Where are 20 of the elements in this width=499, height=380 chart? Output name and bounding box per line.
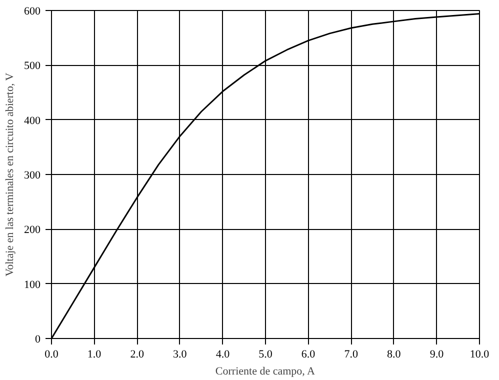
x-tick-label: 8.0 [387,348,402,360]
x-tick-label: 7.0 [344,348,358,360]
y-tick-label: 300 [24,170,41,182]
x-tick-label: 3.0 [173,348,188,360]
x-tick-label: 5.0 [258,348,273,360]
x-tick-label: 1.0 [87,348,102,360]
x-tick-label: 2.0 [130,348,144,360]
y-tick-label: 400 [24,114,41,127]
y-tick-label: 500 [24,60,41,72]
y-tick-label: 200 [24,224,41,236]
y-tick-label: 600 [24,6,41,18]
x-tick-label: 0.0 [44,348,59,360]
x-tick-label: 4.0 [216,348,230,360]
y-tick-label: 0 [35,334,41,346]
y-axis-title: Voltaje en las terminales en circuito abierto, V [4,72,16,276]
x-tick-label: 10.0 [470,348,490,360]
y-tick-label: 100 [24,278,41,291]
x-tick-label: 6.0 [301,348,316,360]
x-axis-title: Corriente de campo, A [215,366,316,378]
x-tick-label: 9.0 [430,348,444,360]
